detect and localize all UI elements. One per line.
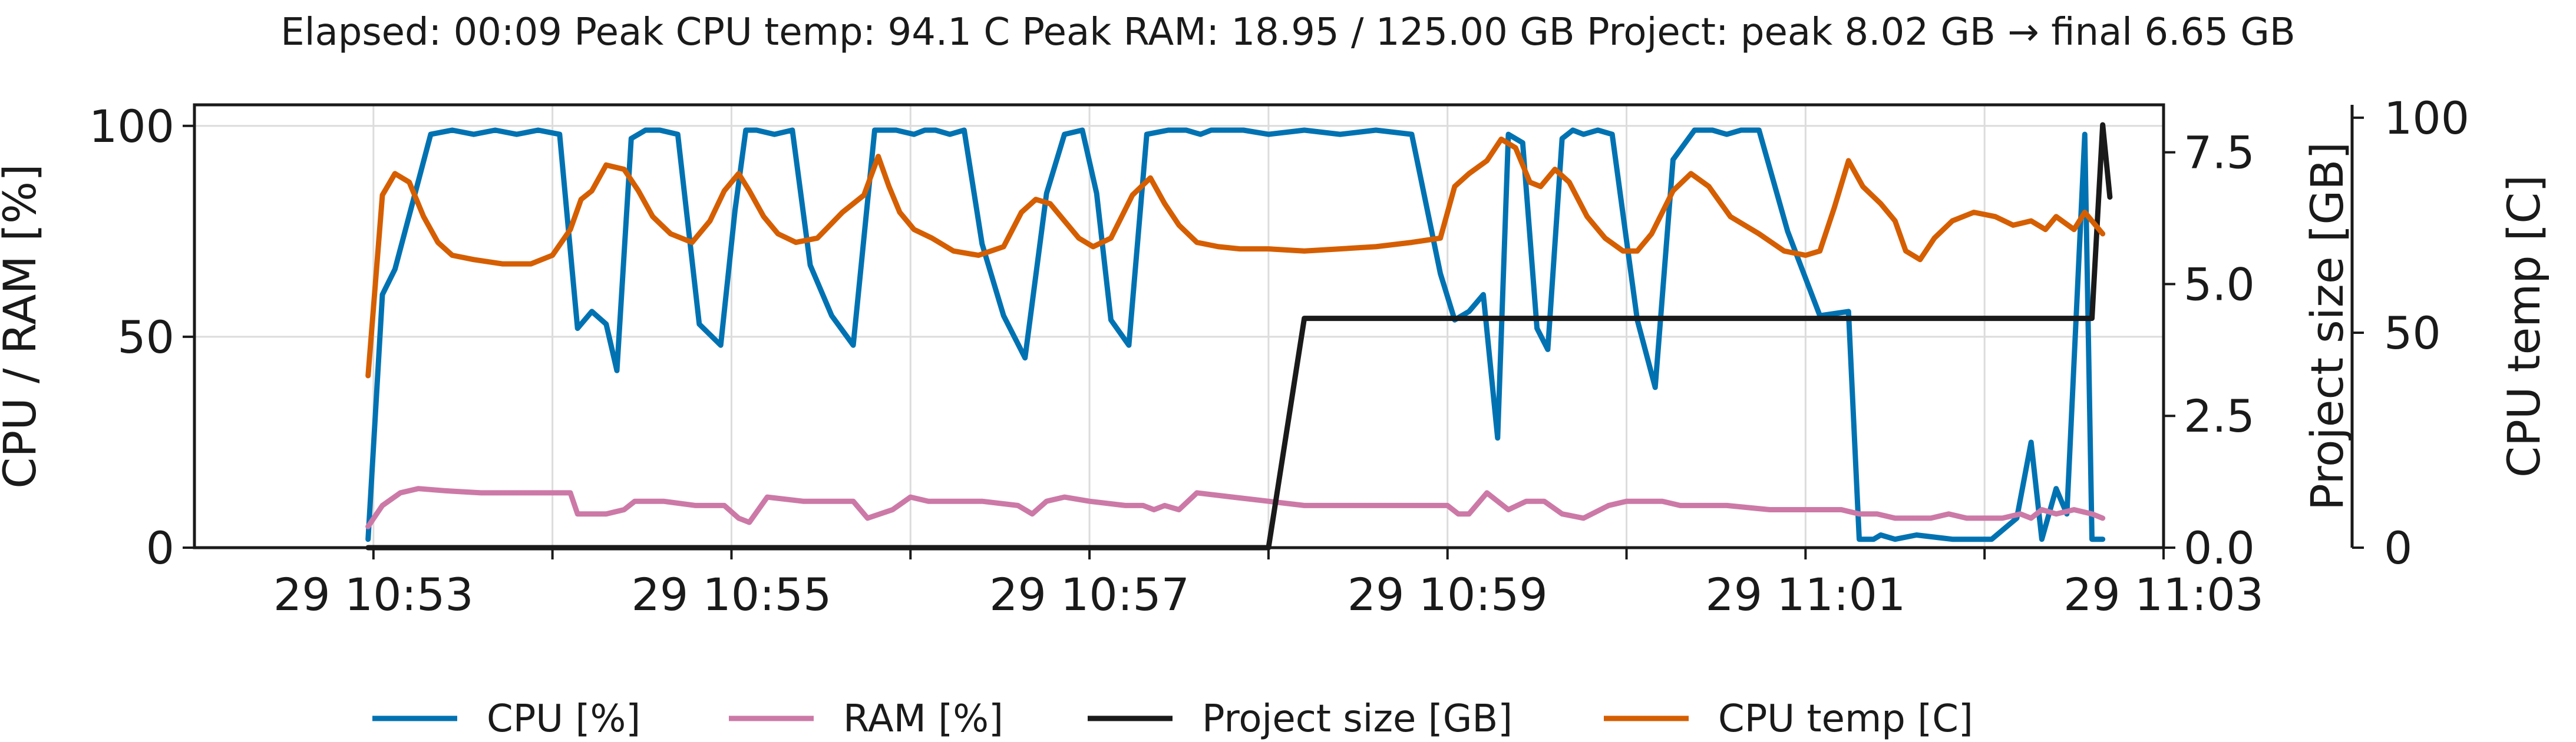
x-tick-label: 29 11:01 <box>1705 568 1905 621</box>
series-line-ram <box>365 486 2106 529</box>
y-axis-label-left: CPU / RAM [%] <box>0 164 46 488</box>
legend: CPU [%] RAM [%] Project size [GB] CPU temp … <box>372 697 1973 741</box>
x-tick-label: 29 10:57 <box>989 568 1190 621</box>
axes: 29 10:53 29 10:55 29 10:57 29 10:59 29 11:01… <box>89 92 2469 621</box>
series-line-cpu <box>365 127 2106 542</box>
y-tick-label-right-project-size: 5.0 <box>2184 258 2255 310</box>
chart-title: Elapsed: 00:09 Peak CPU temp: 94.1 C Pea… <box>280 11 2296 54</box>
x-tick-label: 29 10:55 <box>632 568 832 621</box>
plot-frame <box>193 103 2165 549</box>
y-axis-label-right-project-size: Project size [GB] <box>2301 142 2353 511</box>
y-tick-label-right-cpu-temp: 50 <box>2384 307 2441 359</box>
y-tick-label-right-cpu-temp: 0 <box>2384 522 2412 574</box>
legend-label-project-size-gb: Project size [GB] <box>1202 697 1512 741</box>
y-tick-label-left: 50 <box>117 311 174 363</box>
grid <box>194 105 2164 549</box>
x-tick-label: 29 11:03 <box>2063 568 2264 621</box>
x-tick-label: 29 10:59 <box>1348 568 1548 621</box>
y-tick-label-right-project-size: 0.0 <box>2184 522 2255 574</box>
y-tick-label-right-project-size: 2.5 <box>2184 390 2255 442</box>
y-tick-label-left: 0 <box>146 522 174 574</box>
series-line-cpu-temp-c <box>365 136 2106 379</box>
legend-label-cpu: CPU [%] <box>487 697 640 741</box>
x-tick-label: 29 10:53 <box>273 568 474 621</box>
y-axis-label-right-cpu-temp: CPU temp [C] <box>2498 175 2550 478</box>
plot-area <box>365 122 2113 551</box>
legend-label-ram: RAM [%] <box>843 697 1003 741</box>
y-tick-label-left: 100 <box>89 100 174 153</box>
y-tick-label-right-cpu-temp: 100 <box>2384 92 2469 144</box>
legend-label-cpu-temp-c: CPU temp [C] <box>1718 697 1973 741</box>
y-tick-label-right-project-size: 7.5 <box>2184 127 2255 179</box>
